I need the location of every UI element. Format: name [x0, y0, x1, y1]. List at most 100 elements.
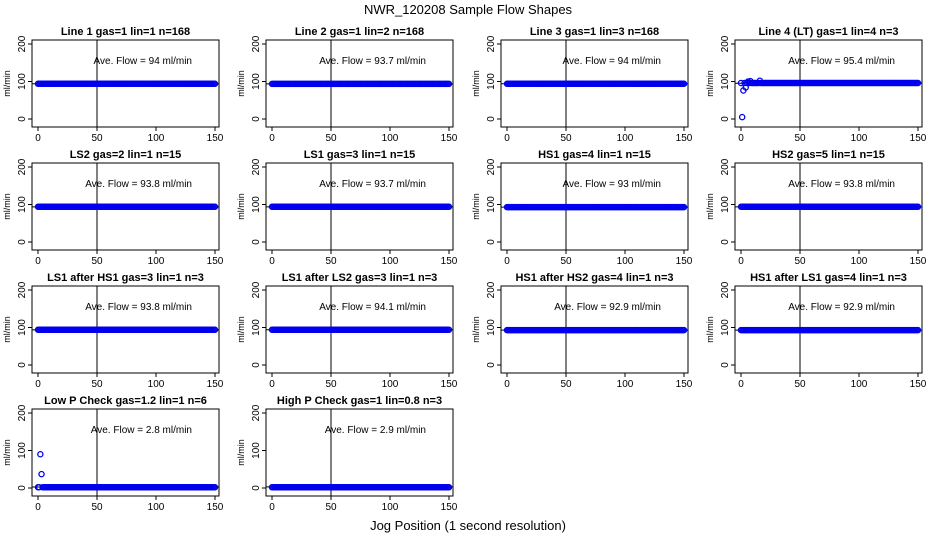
x-tick-label: 150 — [910, 256, 927, 267]
data-point — [445, 80, 453, 88]
y-tick-label: 0 — [251, 239, 262, 245]
x-tick-label: 100 — [617, 133, 634, 144]
y-tick-label: 100 — [17, 196, 28, 213]
x-tick-label: 100 — [382, 379, 399, 390]
x-tick-label: 150 — [910, 133, 927, 144]
y-tick-label: 0 — [720, 116, 731, 122]
data-point — [445, 326, 453, 333]
panel-title: LS1 after HS1 gas=3 lin=1 n=3 — [47, 272, 204, 284]
x-tick-label: 100 — [851, 379, 868, 390]
x-tick-label: 100 — [382, 256, 399, 267]
x-tick-label: 100 — [148, 379, 165, 390]
data-point — [211, 80, 219, 88]
data-points — [737, 203, 922, 210]
average-flow-annotation: Ave. Flow = 92.9 ml/min — [554, 302, 661, 313]
y-tick-label: 200 — [720, 35, 731, 52]
y-tick-label: 200 — [486, 281, 497, 298]
x-tick-label: 100 — [851, 133, 868, 144]
x-tick-label: 50 — [325, 379, 337, 390]
data-point — [680, 326, 688, 334]
average-flow-annotation: Ave. Flow = 93.7 ml/min — [319, 179, 426, 190]
panel-title: Low P Check gas=1.2 lin=1 n=6 — [44, 395, 207, 407]
plot-frame — [734, 285, 923, 374]
data-point — [914, 203, 922, 210]
data-point — [211, 326, 219, 333]
data-point — [742, 84, 749, 91]
plot-frame — [265, 408, 454, 497]
panel-14: High P Check gas=1 lin=0.8 n=3 0 50 100 150 0… — [236, 395, 458, 513]
x-tick-label: 0 — [269, 256, 275, 267]
data-point — [737, 79, 745, 87]
x-tick-label: 100 — [382, 133, 399, 144]
y-tick-label: 200 — [17, 35, 28, 52]
panel-11: HS1 after HS2 gas=4 lin=1 n=3 0 50 100 150 0 1… — [471, 272, 693, 390]
y-tick-label: 200 — [251, 404, 262, 421]
y-axis-label: ml/min — [471, 70, 481, 97]
x-tick-label: 50 — [794, 379, 806, 390]
plot-frame — [500, 162, 689, 251]
x-tick-label: 50 — [794, 256, 806, 267]
y-tick-label: 0 — [251, 116, 262, 122]
x-tick-label: 50 — [325, 256, 337, 267]
panel-5: LS2 gas=2 lin=1 n=15 0 50 100 150 0 100 200 ml/m… — [2, 149, 224, 267]
y-tick-label: 200 — [720, 158, 731, 175]
data-point — [738, 113, 746, 121]
y-axis-label: ml/min — [236, 439, 246, 466]
y-axis-label: ml/min — [705, 193, 715, 220]
y-tick-label: 200 — [486, 158, 497, 175]
x-tick-label: 150 — [441, 133, 458, 144]
y-tick-label: 200 — [251, 35, 262, 52]
panel-2: Line 2 gas=1 lin=2 n=168 0 50 100 150 0 100 200… — [236, 26, 458, 144]
x-axis-caption: Jog Position (1 second resolution) — [370, 518, 566, 533]
x-tick-label: 100 — [617, 379, 634, 390]
y-tick-label: 200 — [17, 404, 28, 421]
y-tick-label: 100 — [17, 319, 28, 336]
x-tick-label: 0 — [504, 133, 510, 144]
x-tick-label: 100 — [617, 256, 634, 267]
panel-title: Line 2 gas=1 lin=2 n=168 — [295, 26, 424, 38]
average-flow-annotation: Ave. Flow = 94.1 ml/min — [319, 302, 426, 313]
x-tick-label: 0 — [35, 379, 41, 390]
y-tick-label: 0 — [17, 239, 28, 245]
y-tick-label: 100 — [720, 319, 731, 336]
x-tick-label: 150 — [207, 502, 224, 513]
data-point — [747, 77, 754, 85]
y-tick-label: 0 — [720, 362, 731, 368]
x-tick-label: 0 — [738, 379, 744, 390]
data-point — [211, 483, 219, 491]
data-point — [445, 483, 453, 491]
x-tick-label: 150 — [441, 502, 458, 513]
y-tick-label: 100 — [486, 196, 497, 213]
panel-title: Line 4 (LT) gas=1 lin=4 n=3 — [758, 26, 898, 38]
x-tick-label: 100 — [382, 502, 399, 513]
y-tick-label: 0 — [17, 362, 28, 368]
panel-12: HS1 after LS1 gas=4 lin=1 n=3 0 50 100 150 0 1… — [705, 272, 927, 390]
panel-4: Line 4 (LT) gas=1 lin=4 n=3 0 50 100 150 0 100… — [705, 26, 927, 144]
panel-title: HS1 after LS1 gas=4 lin=1 n=3 — [750, 272, 907, 284]
figure-title: NWR_120208 Sample Flow Shapes — [363, 2, 573, 17]
x-tick-label: 50 — [91, 133, 103, 144]
x-tick-label: 100 — [148, 256, 165, 267]
data-point — [756, 77, 764, 85]
panel-10: LS1 after LS2 gas=3 lin=1 n=3 0 50 100 150 0 1… — [236, 272, 458, 390]
x-tick-label: 50 — [560, 379, 572, 390]
y-axis-label: ml/min — [705, 70, 715, 97]
y-axis-label: ml/min — [471, 193, 481, 220]
y-tick-label: 100 — [251, 73, 262, 90]
y-axis-label: ml/min — [236, 193, 246, 220]
plot-frame — [500, 285, 689, 374]
average-flow-annotation: Ave. Flow = 93.8 ml/min — [85, 179, 192, 190]
data-point — [680, 80, 688, 88]
y-tick-label: 100 — [17, 442, 28, 459]
panel-6: LS1 gas=3 lin=1 n=15 0 50 100 150 0 100 200 ml/m… — [236, 149, 458, 267]
panel-title: Line 3 gas=1 lin=3 n=168 — [530, 26, 659, 38]
average-flow-annotation: Ave. Flow = 2.8 ml/min — [91, 425, 192, 436]
y-tick-label: 0 — [251, 362, 262, 368]
y-tick-label: 0 — [17, 485, 28, 491]
y-tick-label: 200 — [17, 281, 28, 298]
panel-13: Low P Check gas=1.2 lin=1 n=6 0 50 100 150 0 1… — [2, 395, 224, 513]
data-points — [503, 326, 688, 334]
x-tick-label: 0 — [738, 256, 744, 267]
x-tick-label: 100 — [148, 133, 165, 144]
data-points — [737, 326, 922, 334]
